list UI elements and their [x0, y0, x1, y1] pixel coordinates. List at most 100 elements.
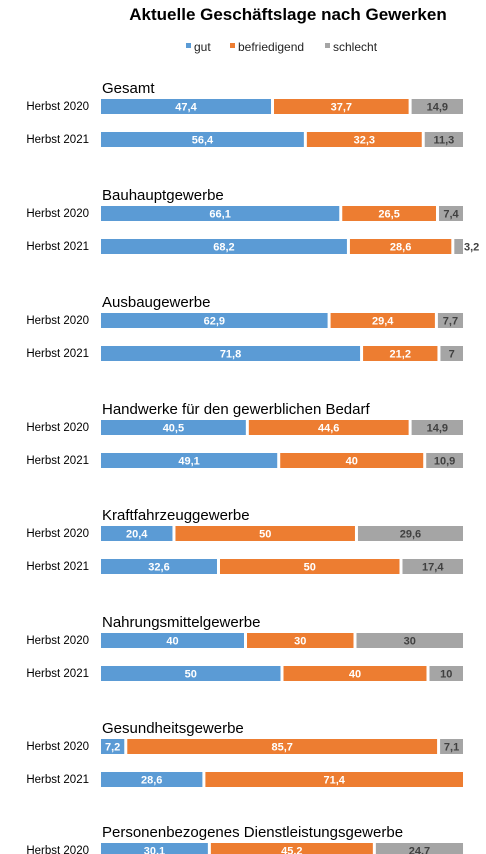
data-label: 49,1	[178, 456, 199, 468]
data-label: 14,9	[427, 423, 448, 435]
row-label: Herbst 2020	[26, 741, 89, 753]
row-label: Herbst 2020	[26, 635, 89, 647]
bar-row: Herbst 2021 32,6 50 17,4	[26, 559, 463, 574]
bar-segment-gut	[101, 313, 328, 328]
bar-row: Herbst 2020 40,5 44,6 14,9	[26, 420, 463, 435]
data-label: 10	[440, 669, 452, 681]
bar-segment-schlecht	[411, 99, 463, 114]
data-label: 3,2	[464, 242, 479, 254]
bar-segment-gut	[101, 772, 203, 787]
bar-segment-befriedigend	[330, 313, 435, 328]
group-title: Kraftfahrzeuggewerbe	[102, 507, 250, 524]
data-label: 50	[259, 529, 271, 541]
bar-segment-schlecht	[357, 526, 463, 541]
bar-row: Herbst 2020 47,4 37,7 14,9	[26, 99, 463, 114]
legend-label-befriedigend: befriedigend	[238, 40, 304, 54]
bar-segment-schlecht	[356, 633, 463, 648]
data-label: 28,6	[141, 775, 162, 787]
bar-segment-schlecht	[426, 453, 463, 468]
bar-segment-schlecht	[429, 666, 463, 681]
group: Gesamt Herbst 2020 47,4 37,7 14,9 Herbst 2021…	[26, 80, 463, 147]
bar-segment-befriedigend	[127, 739, 438, 754]
legend-label-gut: gut	[194, 40, 211, 54]
data-label: 14,9	[427, 102, 448, 114]
row-label: Herbst 2021	[26, 134, 89, 146]
bar-row: Herbst 2020 30,1 45,2 24,7	[26, 843, 464, 854]
group-title: Personenbezogenes Dienstleistungsgewerbe	[102, 824, 403, 841]
bar-segment-gut	[101, 666, 281, 681]
data-label: 10,9	[434, 456, 455, 468]
data-label: 66,1	[209, 209, 230, 221]
data-label: 32,3	[354, 135, 375, 147]
bar-row: Herbst 2021 68,2 28,6 3,2	[26, 239, 479, 254]
bar-segment-gut	[101, 420, 246, 435]
data-label: 37,7	[331, 102, 352, 114]
data-label: 24,7	[409, 846, 430, 854]
data-label: 62,9	[204, 316, 225, 328]
bar-segment-gut	[101, 526, 173, 541]
bar-segment-gut	[101, 132, 304, 147]
data-label: 7,2	[105, 742, 120, 754]
data-label: 20,4	[126, 529, 148, 541]
bar-row: Herbst 2020 62,9 29,4 7,7	[26, 313, 464, 328]
bar-segment-schlecht	[437, 313, 464, 328]
bar-segment-gut	[101, 739, 125, 754]
row-label: Herbst 2021	[26, 348, 89, 360]
row-label: Herbst 2020	[26, 208, 89, 220]
data-label: 32,6	[148, 562, 169, 574]
row-label: Herbst 2021	[26, 241, 89, 253]
group: Kraftfahrzeuggewerbe Herbst 2020 20,4 50 29,…	[26, 507, 463, 574]
data-label: 71,8	[220, 349, 241, 361]
bar-segment-befriedigend	[280, 453, 424, 468]
data-label: 47,4	[175, 102, 197, 114]
group-title: Ausbaugewerbe	[102, 294, 210, 311]
bar-segment-schlecht	[424, 132, 463, 147]
data-label: 40,5	[163, 423, 184, 435]
legend-swatch-gut	[186, 43, 191, 48]
row-label: Herbst 2020	[26, 845, 89, 854]
chart-title: Aktuelle Geschäftslage nach Gewerken	[129, 5, 446, 24]
data-label: 7	[449, 349, 455, 361]
bar-segment-befriedigend	[306, 132, 422, 147]
data-label: 29,4	[372, 316, 394, 328]
bar-segment-befriedigend	[349, 239, 452, 254]
data-label: 30	[404, 636, 416, 648]
bar-segment-gut	[101, 633, 244, 648]
bar-segment-befriedigend	[175, 526, 355, 541]
group-title: Bauhauptgewerbe	[102, 187, 224, 204]
legend: gut befriedigend schlecht	[186, 40, 378, 54]
bar-row: Herbst 2020 40 30 30	[26, 633, 463, 648]
bar-segment-gut	[101, 559, 217, 574]
bar-segment-befriedigend	[363, 346, 438, 361]
group-title: Handwerke für den gewerblichen Bedarf	[102, 401, 370, 418]
legend-swatch-schlecht	[325, 43, 330, 48]
data-label: 7,1	[444, 742, 459, 754]
bar-segment-befriedigend	[210, 843, 373, 854]
data-label: 50	[185, 669, 197, 681]
data-label: 28,6	[390, 242, 411, 254]
bar-segment-gut	[101, 346, 361, 361]
data-label: 30,1	[144, 846, 165, 854]
row-label: Herbst 2020	[26, 528, 89, 540]
group: Personenbezogenes Dienstleistungsgewerbe…	[26, 824, 464, 854]
data-label: 68,2	[213, 242, 234, 254]
data-label: 50	[304, 562, 316, 574]
bar-segment-gut	[101, 453, 278, 468]
bar-segment-schlecht	[411, 420, 463, 435]
data-label: 29,6	[400, 529, 421, 541]
data-label: 85,7	[271, 742, 292, 754]
row-label: Herbst 2021	[26, 455, 89, 467]
bar-segment-befriedigend	[283, 666, 427, 681]
bar-segment-schlecht	[375, 843, 464, 854]
data-label: 56,4	[192, 135, 214, 147]
bar-segment-schlecht	[440, 346, 463, 361]
data-label: 11,3	[433, 135, 454, 147]
bar-segment-schlecht	[454, 239, 463, 254]
bar-segment-befriedigend	[247, 633, 354, 648]
bar-segment-befriedigend	[219, 559, 400, 574]
bar-row: Herbst 2021 28,6 71,4	[26, 772, 463, 787]
group-title: Nahrungsmittelgewerbe	[102, 614, 260, 631]
